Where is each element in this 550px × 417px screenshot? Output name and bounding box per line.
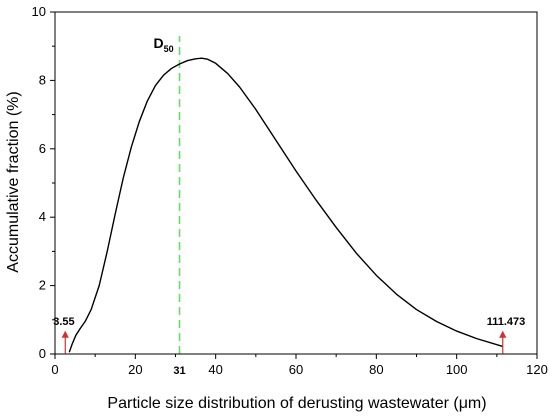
x-tick-label: 0	[51, 362, 58, 377]
x-tick-label: 40	[208, 362, 222, 377]
annotation-label: 3.55	[53, 316, 74, 328]
y-tick-label: 2	[39, 278, 46, 293]
y-axis-title: Accumulative fraction (%)	[5, 91, 22, 272]
x-tick-label: 60	[289, 362, 303, 377]
x-tick-label: 20	[128, 362, 142, 377]
d50-value-label: 31	[173, 365, 185, 377]
plot-frame	[54, 11, 538, 355]
y-tick-label: 4	[39, 209, 46, 224]
y-tick-label: 10	[32, 4, 46, 19]
y-tick-label: 8	[39, 72, 46, 87]
x-axis-title: Particle size distribution of derusting …	[107, 395, 486, 412]
series-line	[68, 57, 503, 353]
d50-label: D50	[154, 35, 174, 54]
annotation-label: 111.473	[487, 316, 526, 328]
y-tick-label: 0	[39, 346, 46, 361]
y-tick-label: 6	[39, 141, 46, 156]
x-tick-label: 80	[369, 362, 383, 377]
x-tick-label: 100	[446, 362, 468, 377]
x-tick-label: 120	[526, 362, 548, 377]
